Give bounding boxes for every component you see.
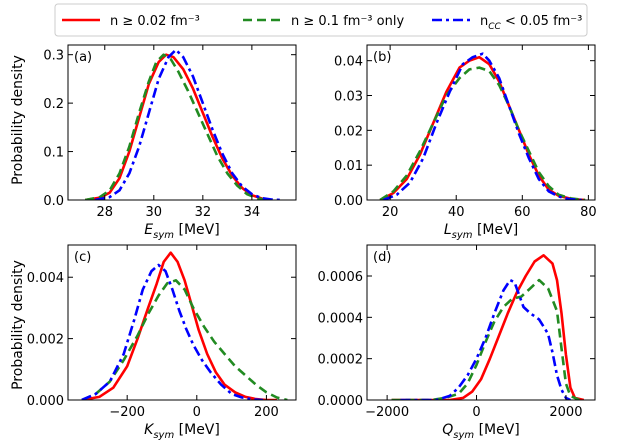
series-line-cc xyxy=(400,278,571,400)
x-axis-label: Ksym [MeV] xyxy=(144,422,220,441)
panel-d: −2000 0 2000 0.0000 0.0002 0.0004 0.0006 (d) Qsy… xyxy=(318,244,596,441)
panel-b: 20 40 60 80 0.00 0.01 0.02 0.03 0.04 (b) Lsym [MeV… xyxy=(334,44,597,241)
y-tick-label: 0.002 xyxy=(27,333,64,348)
legend-entry-cc: nCC < 0.05 fm⁻³ xyxy=(432,14,582,32)
x-axis-label: Esym [MeV] xyxy=(144,222,219,241)
series-line-full xyxy=(84,53,272,200)
y-tick-label: 0.02 xyxy=(334,124,363,139)
y-tick-label: 0.0004 xyxy=(318,311,364,326)
x-tick-label: −2000 xyxy=(365,405,409,420)
panel-tag: (b) xyxy=(373,50,391,65)
y-tick-label: 0.2 xyxy=(43,97,64,112)
series-line-full xyxy=(391,254,585,400)
x-tick-label: 80 xyxy=(580,205,597,220)
x-tick-label: −200 xyxy=(109,405,145,420)
x-axis-label: Lsym [MeV] xyxy=(444,222,518,241)
x-tick-label: 0 xyxy=(472,405,480,420)
legend: n ≥ 0.02 fm⁻³ n ≥ 0.1 fm⁻³ only nCC < 0.05… xyxy=(54,3,588,37)
y-tick-label: 0.3 xyxy=(43,49,64,64)
panel-tag: (d) xyxy=(373,250,391,265)
y-tick-label: 0.03 xyxy=(334,90,363,105)
y-tick-label: 0.004 xyxy=(27,271,64,286)
panel-tag: (c) xyxy=(74,250,91,265)
legend-label: n ≥ 0.02 fm⁻³ xyxy=(110,14,200,29)
y-tick-label: 0.04 xyxy=(334,55,363,70)
x-tick-label: 30 xyxy=(146,205,163,220)
y-tick-label: 0.000 xyxy=(27,394,64,409)
series-line-full xyxy=(81,251,277,400)
x-tick-label: 2000 xyxy=(549,405,582,420)
x-tick-label: 0 xyxy=(193,405,201,420)
y-tick-label: 0.1 xyxy=(43,146,64,161)
y-tick-label: 0.0006 xyxy=(318,270,364,285)
y-tick-label: 0.0002 xyxy=(318,353,364,368)
series-line-high xyxy=(81,279,288,400)
y-tick-label: 0.00 xyxy=(334,194,363,209)
plot-frame xyxy=(366,44,596,201)
y-axis-label: Probability density xyxy=(10,55,26,185)
x-tick-label: 20 xyxy=(382,205,399,220)
plot-frame xyxy=(366,244,596,401)
legend-entry-high: n ≥ 0.1 fm⁻³ only xyxy=(243,14,404,29)
series-line-high xyxy=(391,278,580,400)
x-tick-label: 28 xyxy=(97,205,114,220)
series-line-cc xyxy=(383,52,582,200)
legend-entry-full: n ≥ 0.02 fm⁻³ xyxy=(62,14,200,29)
series-line-high xyxy=(379,66,586,200)
x-tick-label: 32 xyxy=(195,205,212,220)
x-tick-label: 40 xyxy=(448,205,465,220)
y-tick-label: 0.0000 xyxy=(318,394,364,409)
panels: 28 30 32 34 0.0 0.1 0.2 0.3 (a) Esym [MeV] 20 40 60 8… xyxy=(27,44,597,441)
panel-tag: (a) xyxy=(74,50,92,65)
x-axis-label: Qsym [MeV] xyxy=(442,422,520,441)
x-tick-label: 60 xyxy=(514,205,531,220)
y-tick-label: 0.01 xyxy=(334,159,363,174)
y-tick-label: 0.0 xyxy=(43,194,64,209)
legend-label: nCC < 0.05 fm⁻³ xyxy=(480,14,582,32)
series-line-high xyxy=(84,53,267,200)
panel-c: −200 0 200 0.000 0.002 0.004 (c) Ksym [MeV] xyxy=(27,244,297,441)
x-tick-label: 200 xyxy=(254,405,279,420)
x-tick-label: 34 xyxy=(244,205,261,220)
panel-a: 28 30 32 34 0.0 0.1 0.2 0.3 (a) Esym [MeV] xyxy=(43,44,297,241)
series-line-cc xyxy=(94,48,282,200)
legend-label: n ≥ 0.1 fm⁻³ only xyxy=(291,14,404,29)
y-axis-label-lower: Probability density xyxy=(10,260,26,390)
plot-frame xyxy=(67,44,297,201)
legend-frame xyxy=(54,3,588,37)
plot-frame xyxy=(67,244,297,401)
series-line-cc xyxy=(81,263,263,400)
